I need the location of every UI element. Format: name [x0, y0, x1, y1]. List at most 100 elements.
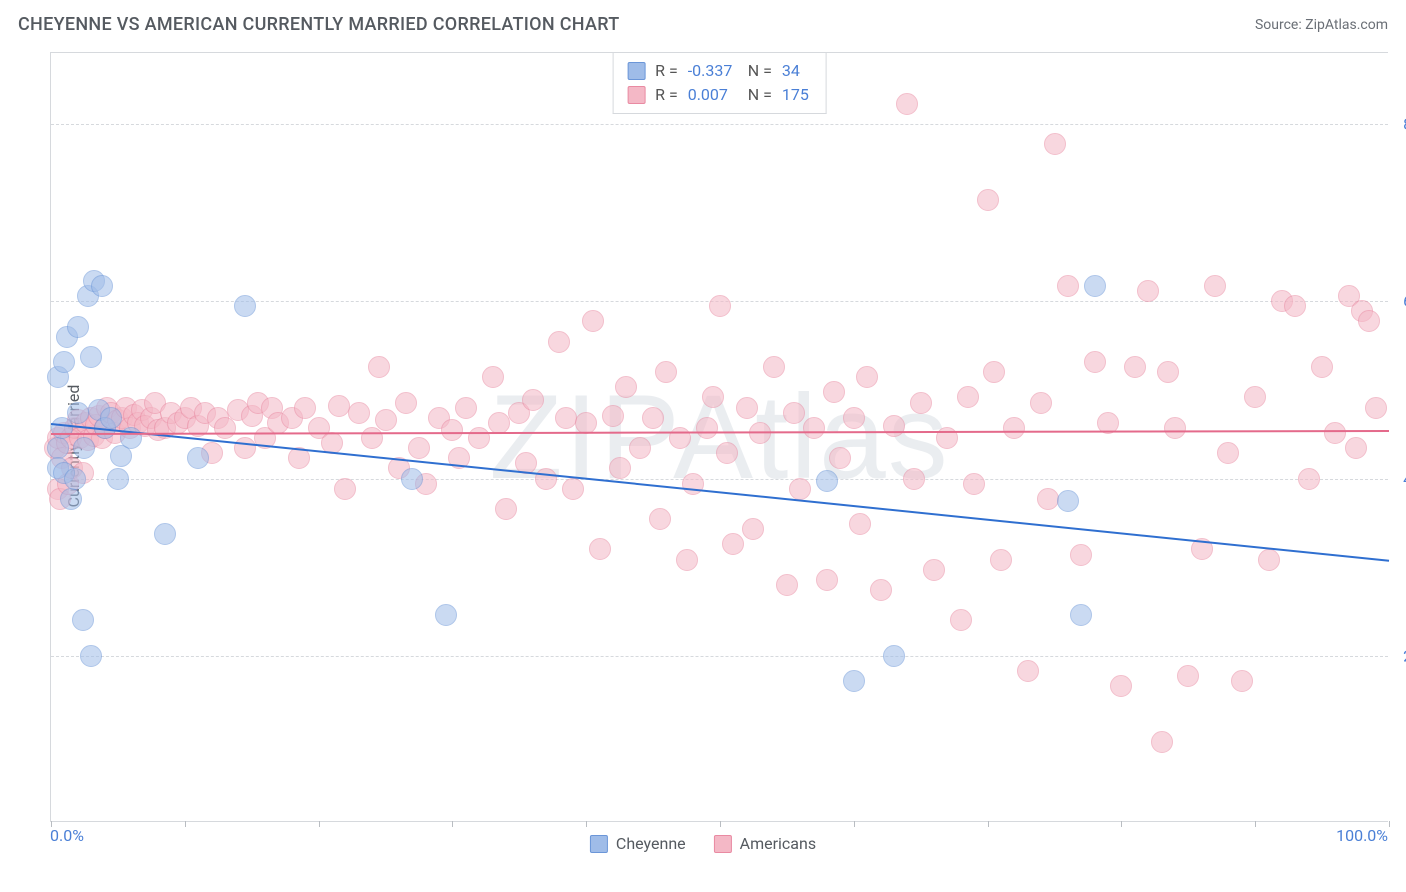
data-point — [1358, 310, 1380, 332]
data-point — [375, 409, 397, 431]
series-swatch-americans — [714, 835, 732, 853]
data-point — [736, 397, 758, 419]
y-tick-label: 27.5% — [1394, 646, 1406, 665]
data-point — [1204, 275, 1226, 297]
chart-title: CHEYENNE VS AMERICAN CURRENTLY MARRIED C… — [18, 14, 620, 35]
data-point — [843, 407, 865, 429]
trend-line — [51, 430, 1389, 435]
data-point — [1284, 295, 1306, 317]
data-point — [328, 395, 350, 417]
data-point — [1137, 280, 1159, 302]
data-point — [977, 189, 999, 211]
series-label-cheyenne: Cheyenne — [616, 834, 686, 853]
legend-n-label: N = — [748, 83, 772, 107]
data-point — [67, 402, 89, 424]
data-point — [1365, 397, 1387, 419]
data-point — [575, 412, 597, 434]
legend-n-value-cheyenne: 34 — [782, 59, 812, 83]
data-point — [783, 402, 805, 424]
data-point — [348, 402, 370, 424]
legend-swatch-cheyenne — [627, 62, 645, 80]
data-point — [789, 478, 811, 500]
data-point — [1231, 670, 1253, 692]
data-point — [535, 468, 557, 490]
data-point — [435, 604, 457, 626]
data-point — [1324, 422, 1346, 444]
data-point — [368, 356, 390, 378]
data-point — [582, 310, 604, 332]
data-point — [709, 295, 731, 317]
legend-r-label: R = — [655, 59, 678, 83]
data-point — [1124, 356, 1146, 378]
legend-r-value-americans: 0.007 — [688, 83, 738, 107]
x-tick-label-max: 100.0% — [1336, 826, 1388, 845]
data-point — [522, 389, 544, 411]
data-point — [615, 376, 637, 398]
data-point — [655, 361, 677, 383]
data-point — [1057, 275, 1079, 297]
data-point — [843, 670, 865, 692]
correlation-legend: R = -0.337 N = 34 R = 0.007 N = 175 — [612, 53, 827, 114]
data-point — [1345, 437, 1367, 459]
data-point — [1070, 544, 1092, 566]
data-point — [482, 366, 504, 388]
series-legend-item-cheyenne: Cheyenne — [590, 834, 686, 853]
data-point — [495, 498, 517, 520]
legend-row-cheyenne: R = -0.337 N = 34 — [627, 59, 812, 83]
data-point — [910, 392, 932, 414]
data-point — [990, 549, 1012, 571]
data-point — [883, 415, 905, 437]
data-point — [870, 579, 892, 601]
data-point — [896, 93, 918, 115]
data-point — [649, 508, 671, 530]
data-point — [1057, 490, 1079, 512]
data-point — [856, 366, 878, 388]
data-point — [234, 437, 256, 459]
data-point — [107, 468, 129, 490]
data-point — [441, 419, 463, 441]
data-point — [1177, 665, 1199, 687]
data-point — [214, 417, 236, 439]
y-tick-label: 80.0% — [1394, 114, 1406, 133]
legend-n-label: N = — [748, 59, 772, 83]
data-point — [60, 488, 82, 510]
data-point — [1298, 468, 1320, 490]
grid-line — [51, 124, 1388, 125]
x-tick — [1389, 821, 1390, 827]
data-point — [1258, 549, 1280, 571]
x-tick-label-min: 0.0% — [50, 826, 84, 845]
data-point — [702, 386, 724, 408]
data-point — [696, 417, 718, 439]
data-point — [1244, 386, 1266, 408]
data-point — [187, 447, 209, 469]
data-point — [1084, 351, 1106, 373]
data-point — [1044, 133, 1066, 155]
data-point — [963, 473, 985, 495]
data-point — [408, 437, 430, 459]
data-point — [763, 356, 785, 378]
source-attribution: Source: ZipAtlas.com — [1255, 17, 1388, 33]
data-point — [883, 645, 905, 667]
data-point — [234, 295, 256, 317]
data-point — [816, 569, 838, 591]
data-point — [468, 427, 490, 449]
data-point — [903, 468, 925, 490]
data-point — [722, 533, 744, 555]
data-point — [669, 427, 691, 449]
data-point — [983, 361, 1005, 383]
data-point — [1157, 361, 1179, 383]
data-point — [1037, 488, 1059, 510]
source-name: ZipAtlas.com — [1305, 17, 1388, 33]
data-point — [1070, 604, 1092, 626]
data-point — [589, 538, 611, 560]
data-point — [823, 381, 845, 403]
legend-row-americans: R = 0.007 N = 175 — [627, 83, 812, 107]
data-point — [1030, 392, 1052, 414]
data-point — [1164, 417, 1186, 439]
data-point — [716, 442, 738, 464]
data-point — [548, 331, 570, 353]
data-point — [562, 478, 584, 500]
y-tick-label: 45.0% — [1394, 469, 1406, 488]
data-point — [154, 523, 176, 545]
data-point — [401, 468, 423, 490]
